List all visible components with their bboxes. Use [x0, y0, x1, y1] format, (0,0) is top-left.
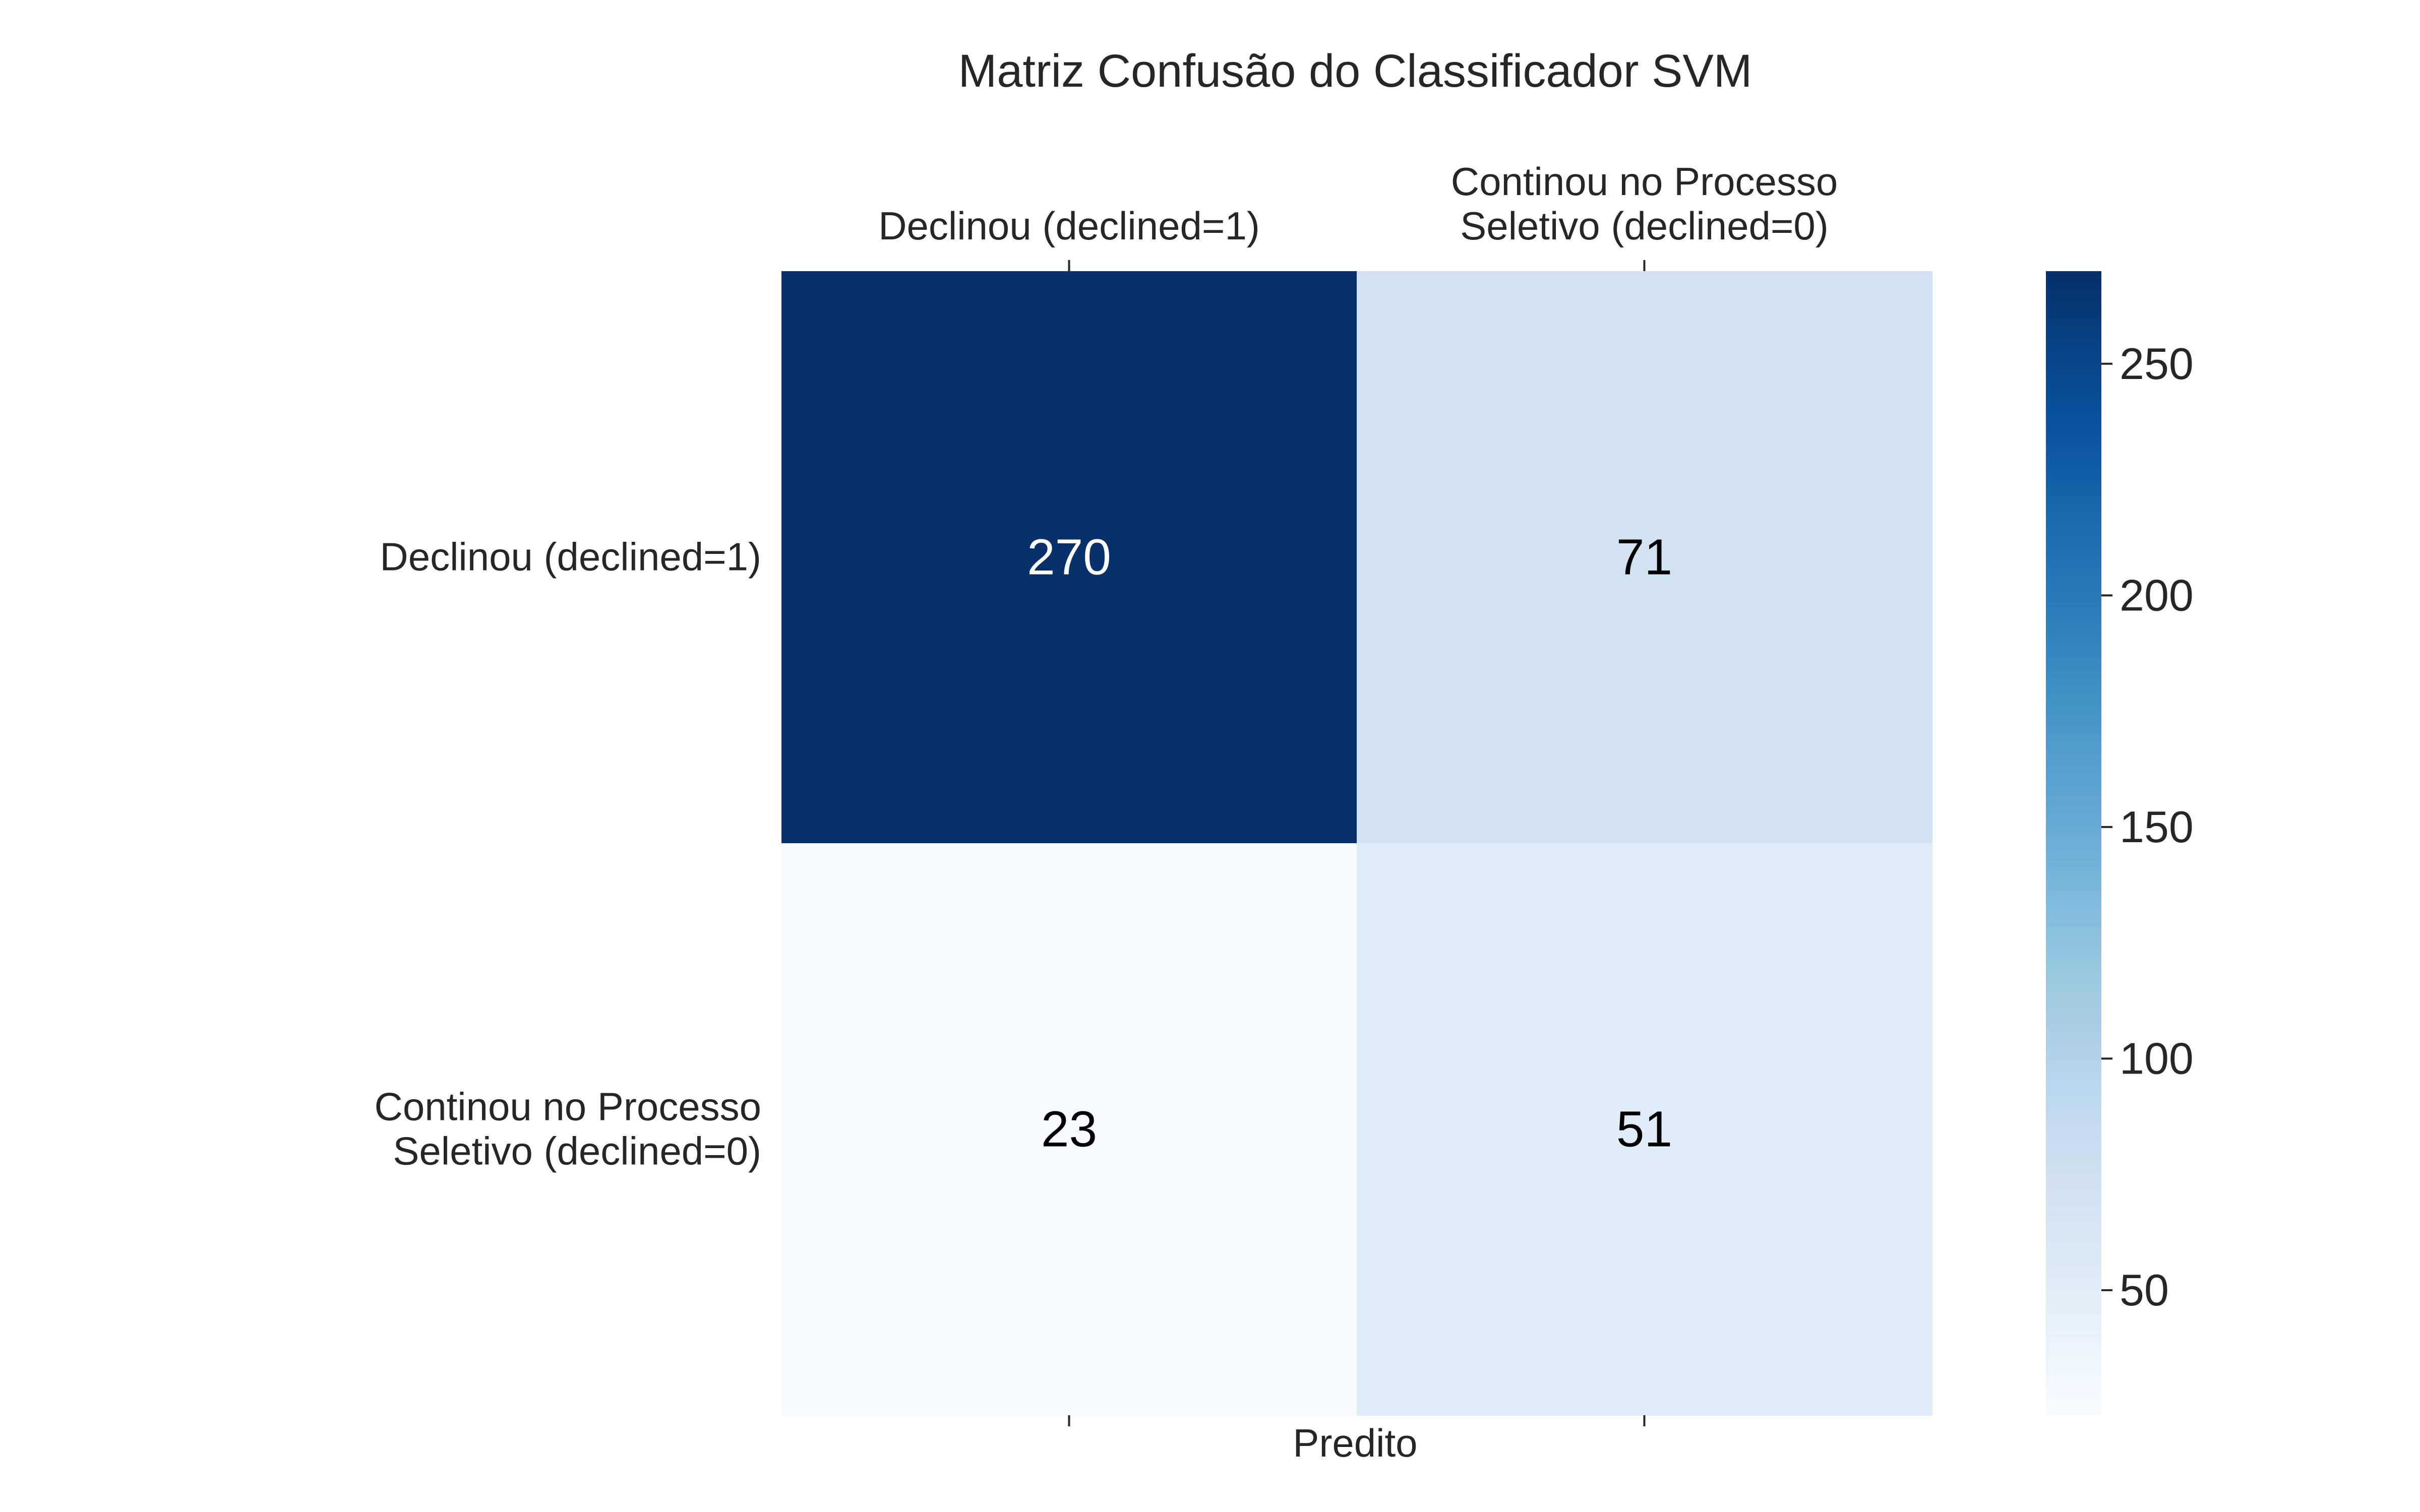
x-tick-label: Declinou (declined=1)	[878, 204, 1260, 248]
heatmap-cell	[1357, 843, 1932, 1416]
x-axis-ticks: Declinou (declined=1) Continou no Process…	[878, 159, 1838, 1426]
y-tick-label: Declinou (declined=1)	[380, 535, 761, 579]
heatmap-cell	[781, 271, 1357, 844]
heatmap-cell-values: 270 71 23 51	[1027, 529, 1672, 1158]
chart-title: Matriz Confusão do Classificador SVM	[958, 45, 1752, 97]
colorbar: 50 100 150 200 250	[2046, 271, 2194, 1415]
heatmap-cell	[781, 843, 1357, 1416]
colorbar-tick-label: 200	[2120, 570, 2194, 620]
colorbar-ticks: 50 100 150 200 250	[2101, 339, 2194, 1315]
colorbar-tick-label: 250	[2120, 339, 2194, 389]
cell-value-label: 71	[1616, 529, 1672, 586]
x-axis-label: Predito	[1293, 1421, 1417, 1465]
cell-value-label: 23	[1041, 1101, 1097, 1158]
colorbar-tick-label: 150	[2120, 802, 2194, 852]
colorbar-tick-label: 50	[2120, 1265, 2169, 1315]
x-tick-label: Continou no Processo	[1451, 159, 1838, 204]
heatmap-cell	[1357, 271, 1932, 844]
y-axis-ticks: Declinou (declined=1) Continou no Process…	[375, 535, 761, 1173]
cell-value-label: 51	[1616, 1101, 1672, 1158]
x-tick-label: Seletivo (declined=0)	[1460, 204, 1829, 248]
heatmap-cells	[781, 271, 1932, 1416]
y-tick-label: Continou no Processo	[375, 1085, 761, 1129]
colorbar-gradient	[2046, 271, 2101, 1415]
y-tick-label: Seletivo (declined=0)	[393, 1129, 761, 1173]
cell-value-label: 270	[1027, 529, 1111, 586]
colorbar-tick-label: 100	[2120, 1033, 2194, 1083]
